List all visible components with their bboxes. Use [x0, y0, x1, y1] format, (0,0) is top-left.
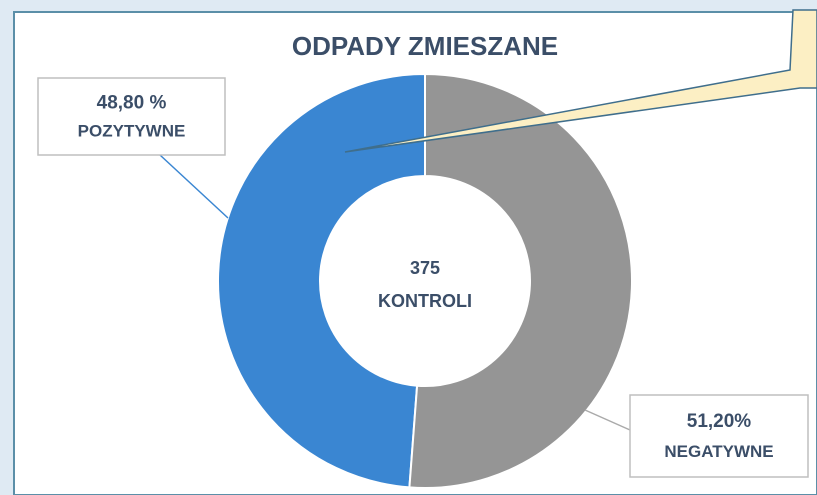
- leader-line: [159, 154, 229, 219]
- category-label: NEGATYWNE: [664, 442, 773, 461]
- donut: [217, 72, 633, 489]
- value-label: 48,80 %: [97, 92, 167, 113]
- center-label: 375: [410, 258, 440, 278]
- label-box: [37, 77, 226, 156]
- labels: 48,80 % POZYTYWNE 51,20% NEGATYWNE 375 KONTRO…: [37, 77, 809, 478]
- category-label: POZYTYWNE: [78, 121, 186, 140]
- label-box: [629, 394, 809, 478]
- value-label: 51,20%: [687, 411, 752, 432]
- leader-line: [584, 409, 631, 431]
- donut-segment: [217, 72, 426, 489]
- callout: [344, 9, 817, 153]
- chart-title: ODPADY ZMIESZANE: [292, 31, 558, 61]
- donut-segment: [408, 72, 633, 489]
- center-label: KONTROLI: [378, 291, 472, 311]
